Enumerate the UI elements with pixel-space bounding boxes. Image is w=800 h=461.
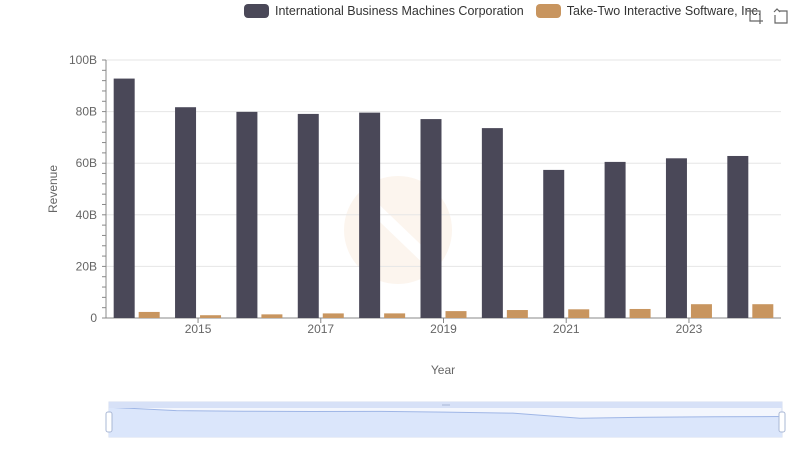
y-tick-label: 100B <box>69 53 97 67</box>
bar-ibm-2014[interactable] <box>113 78 135 319</box>
y-tick-label: 40B <box>76 208 97 222</box>
bar-ttwo-2014[interactable] <box>138 311 160 318</box>
data-zoom-slider[interactable] <box>105 401 786 438</box>
x-tick-label: 2023 <box>676 322 703 336</box>
slider-overview-line <box>108 406 783 419</box>
x-tick-labels: 2015 2017 2019 2021 2023 <box>185 318 703 336</box>
bar-ibm-2018[interactable] <box>359 112 381 318</box>
chart-toolbox <box>746 7 790 25</box>
legend-item-ttwo[interactable]: Take-Two Interactive Software, Inc. <box>535 4 762 18</box>
bar-ttwo-2020[interactable] <box>506 310 528 318</box>
bar-ttwo-2021[interactable] <box>568 309 590 318</box>
bar-ttwo-2017[interactable] <box>322 313 344 318</box>
bar-ibm-2023[interactable] <box>665 158 687 318</box>
bar-ibm-2022[interactable] <box>604 161 626 318</box>
x-axis-label: Year <box>431 363 455 377</box>
y-minor-ticks <box>102 59 106 319</box>
legend-swatch-ibm <box>244 4 269 18</box>
slider-overview-area <box>109 407 782 437</box>
zoom-icon[interactable] <box>746 7 764 25</box>
bar-ibm-2019[interactable] <box>420 119 442 318</box>
x-tick-label: 2019 <box>430 322 457 336</box>
x-tick-label: 2017 <box>307 322 334 336</box>
x-tick-label: 2021 <box>553 322 580 336</box>
legend-label-ttwo: Take-Two Interactive Software, Inc. <box>566 4 762 18</box>
y-tick-label: 80B <box>76 105 97 119</box>
bar-ttwo-2015[interactable] <box>200 315 222 318</box>
legend-swatch-ttwo <box>535 4 561 18</box>
legend-label-ibm: International Business Machines Corporat… <box>275 4 524 18</box>
bar-ttwo-2019[interactable] <box>445 311 467 318</box>
y-tick-label: 60B <box>76 156 97 170</box>
bar-ibm-2017[interactable] <box>297 113 319 318</box>
bar-ibm-2021[interactable] <box>543 169 565 318</box>
bar-ibm-2016[interactable] <box>236 111 258 318</box>
y-axis-label: Revenue <box>46 165 60 213</box>
bar-ibm-2024[interactable] <box>727 155 749 318</box>
slider-handle-left[interactable] <box>105 411 113 433</box>
y-tick-label: 0 <box>90 311 97 325</box>
x-tick-label: 2015 <box>185 322 212 336</box>
bar-ibm-2015[interactable] <box>175 107 197 319</box>
slider-handle-right[interactable] <box>778 411 786 433</box>
restore-icon[interactable] <box>772 7 790 25</box>
y-tick-labels: 0 20B 40B 60B 80B 100B <box>69 53 97 325</box>
legend-item-ibm[interactable]: International Business Machines Corporat… <box>244 4 524 18</box>
bar-ttwo-2016[interactable] <box>261 314 283 318</box>
bar-ibm-2020[interactable] <box>481 128 503 318</box>
bar-ttwo-2024[interactable] <box>752 304 774 318</box>
bar-series <box>113 78 774 319</box>
chart-legend: International Business Machines Corporat… <box>244 4 773 18</box>
y-tick-label: 20B <box>76 259 97 273</box>
bar-ttwo-2018[interactable] <box>384 313 406 318</box>
bar-ttwo-2023[interactable] <box>690 304 712 318</box>
bar-ttwo-2022[interactable] <box>629 308 651 318</box>
